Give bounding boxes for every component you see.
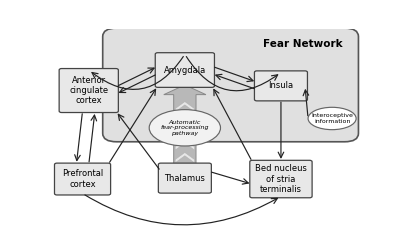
Polygon shape xyxy=(175,114,194,125)
FancyBboxPatch shape xyxy=(155,53,214,87)
Text: Automatic
fear-processing
pathway: Automatic fear-processing pathway xyxy=(160,120,209,136)
Polygon shape xyxy=(175,127,194,137)
Text: Bed nucleus
of stria
terminalis: Bed nucleus of stria terminalis xyxy=(255,164,307,194)
Polygon shape xyxy=(175,152,194,163)
Text: Interoceptive
information: Interoceptive information xyxy=(311,113,353,124)
FancyBboxPatch shape xyxy=(54,163,111,195)
Polygon shape xyxy=(164,85,206,165)
Text: Thalamus: Thalamus xyxy=(164,174,205,183)
FancyBboxPatch shape xyxy=(254,71,308,101)
Text: Fear Network: Fear Network xyxy=(263,39,343,49)
Text: Insula: Insula xyxy=(268,81,294,90)
Ellipse shape xyxy=(149,110,220,146)
Text: Prefrontal
cortex: Prefrontal cortex xyxy=(62,169,103,189)
Text: Amygdala: Amygdala xyxy=(164,66,206,75)
FancyBboxPatch shape xyxy=(59,68,118,113)
FancyBboxPatch shape xyxy=(158,163,211,193)
Ellipse shape xyxy=(308,107,356,130)
Polygon shape xyxy=(175,140,194,150)
Text: Anterior
cingulate
cortex: Anterior cingulate cortex xyxy=(69,76,108,106)
Polygon shape xyxy=(175,102,194,112)
FancyBboxPatch shape xyxy=(250,160,312,198)
FancyBboxPatch shape xyxy=(103,28,358,142)
